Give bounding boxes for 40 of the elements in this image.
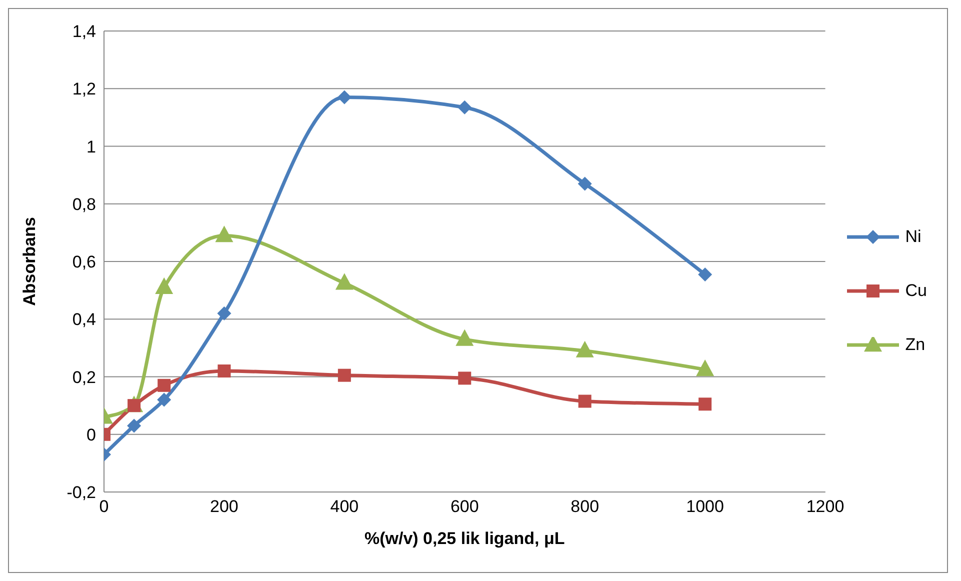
point	[696, 360, 714, 376]
y-axis-title: Absorbans	[20, 217, 40, 306]
point	[698, 267, 712, 282]
point	[127, 418, 142, 433]
x-tick-label: 600	[450, 497, 479, 516]
point	[158, 378, 171, 392]
y-tick-label: -0,2	[66, 483, 96, 502]
point	[218, 364, 231, 378]
point	[217, 306, 232, 320]
y-tick-label: 1,2	[72, 80, 96, 99]
x-tick-label: 400	[330, 497, 359, 516]
legend-label: Zn	[905, 334, 926, 354]
legend-label: Ni	[905, 226, 922, 246]
y-tick-label: 0,4	[72, 310, 96, 330]
x-axis-title: %(w/v) 0,25 lik ligand, μL	[364, 529, 565, 548]
point	[456, 329, 474, 346]
y-tick-label: 1	[86, 137, 96, 156]
point	[338, 368, 351, 382]
point	[155, 277, 174, 294]
y-tick-label: 1,4	[72, 22, 96, 42]
y-tick-label: 0,8	[72, 194, 96, 214]
point	[337, 90, 352, 104]
point	[698, 398, 712, 411]
point	[458, 100, 472, 114]
point	[458, 372, 472, 385]
x-tick-label: 200	[210, 497, 238, 516]
point	[335, 273, 354, 290]
point	[578, 394, 592, 408]
point	[576, 340, 594, 358]
x-tick-label: 1200	[806, 497, 844, 516]
x-tick-label: 800	[570, 497, 600, 516]
point	[157, 392, 172, 407]
legend-label: Cu	[905, 280, 927, 300]
x-tick-label: 0	[99, 497, 109, 516]
point	[578, 176, 592, 191]
y-tick-label: 0	[86, 425, 96, 444]
point	[215, 226, 234, 242]
y-tick-label: 0,2	[72, 368, 96, 387]
x-tick-label: 1000	[686, 497, 724, 516]
y-tick-label: 0,6	[72, 252, 96, 272]
